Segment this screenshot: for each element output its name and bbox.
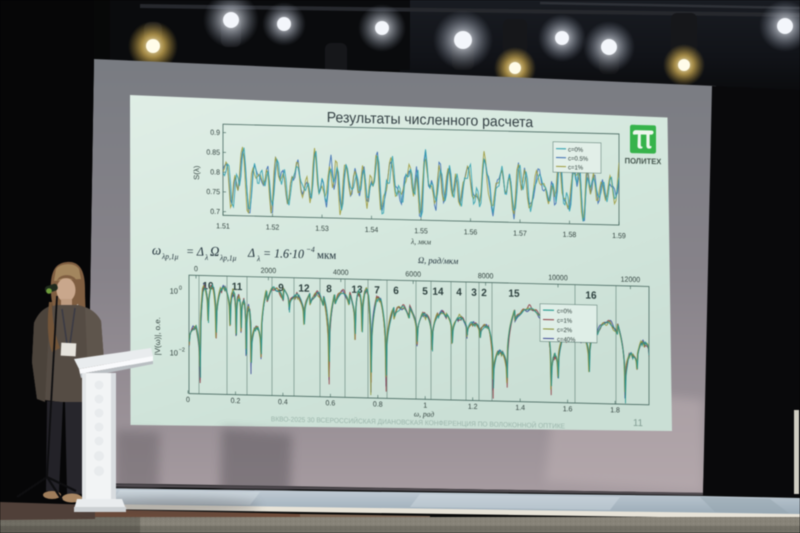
svg-text:12000: 12000 [621, 275, 640, 284]
svg-text:c=1%: c=1% [557, 317, 573, 325]
svg-text:S(λ): S(λ) [192, 165, 201, 180]
svg-text:λ: λ [256, 254, 261, 263]
svg-text:8000: 8000 [478, 272, 494, 281]
svg-text:2: 2 [481, 288, 487, 299]
svg-text:Δ: Δ [247, 245, 255, 260]
svg-text:Ω: Ω [210, 244, 220, 260]
svg-text:0.8: 0.8 [373, 400, 383, 408]
svg-text:10000: 10000 [548, 274, 567, 283]
svg-text:−4: −4 [306, 245, 315, 254]
svg-text:c=0%: c=0% [557, 308, 573, 316]
svg-text:10: 10 [202, 281, 213, 293]
svg-text:11: 11 [633, 418, 643, 429]
svg-text:1.6: 1.6 [563, 405, 573, 413]
svg-text:c=1%: c=1% [568, 164, 584, 172]
svg-text:2000: 2000 [261, 267, 277, 276]
svg-text:−2: −2 [179, 347, 185, 353]
svg-text:16: 16 [585, 290, 596, 302]
svg-text:1.56: 1.56 [464, 228, 478, 237]
svg-text:λ: λ [204, 253, 209, 262]
svg-text:0: 0 [186, 396, 190, 404]
svg-text:ω: ω [152, 242, 161, 258]
svg-text:1.53: 1.53 [315, 225, 329, 234]
svg-text:11: 11 [232, 282, 243, 294]
svg-text:8: 8 [326, 284, 332, 295]
svg-text:10: 10 [170, 286, 178, 295]
svg-text:λp,1μ: λp,1μ [161, 252, 178, 262]
svg-text:0.4: 0.4 [278, 398, 288, 406]
svg-text:0.6: 0.6 [326, 399, 336, 407]
svg-text:ω, рад: ω, рад [414, 409, 434, 419]
svg-text:c=0%: c=0% [568, 146, 584, 154]
svg-text:10: 10 [170, 348, 178, 357]
svg-text:5: 5 [422, 286, 428, 297]
svg-text:c=2%: c=2% [557, 327, 573, 335]
svg-text:1.55: 1.55 [414, 227, 428, 236]
svg-text:= Δ: = Δ [186, 244, 204, 259]
svg-text:Результаты численного расчета: Результаты численного расчета [327, 110, 533, 131]
svg-text:c=0.5%: c=0.5% [568, 155, 589, 163]
svg-text:Ω, рад/мкм: Ω, рад/мкм [418, 255, 459, 266]
svg-text:мкм: мкм [317, 249, 336, 262]
svg-text:1.8: 1.8 [610, 406, 620, 414]
svg-text:λ, мкм: λ, мкм [410, 237, 431, 247]
svg-text:1.4: 1.4 [515, 404, 525, 412]
svg-text:3: 3 [471, 288, 477, 299]
svg-text:c=40%: c=40% [557, 336, 576, 344]
svg-text:1.54: 1.54 [365, 226, 379, 235]
svg-text:1.59: 1.59 [612, 232, 626, 241]
svg-text:4000: 4000 [333, 268, 349, 277]
svg-text:1.52: 1.52 [266, 223, 280, 232]
svg-text:0.8: 0.8 [210, 168, 220, 176]
svg-text:1.58: 1.58 [563, 231, 577, 240]
svg-text:12: 12 [298, 283, 309, 295]
svg-text:ПОЛИТЕХ: ПОЛИТЕХ [625, 156, 662, 166]
svg-text:0: 0 [179, 286, 182, 292]
svg-text:1.51: 1.51 [216, 222, 230, 231]
svg-text:λp,1μ: λp,1μ [219, 253, 236, 263]
svg-text:0.2: 0.2 [231, 397, 241, 405]
svg-text:15: 15 [508, 288, 519, 300]
svg-text:0.9: 0.9 [210, 129, 220, 137]
svg-text:6: 6 [393, 286, 399, 297]
svg-text:9: 9 [278, 283, 284, 294]
svg-text:0.85: 0.85 [206, 148, 220, 157]
svg-text:13: 13 [351, 285, 362, 297]
svg-text:0: 0 [194, 265, 198, 273]
svg-text:1.57: 1.57 [513, 229, 527, 238]
svg-text:1: 1 [423, 402, 427, 410]
svg-text:0.75: 0.75 [206, 188, 220, 197]
svg-text:0.7: 0.7 [210, 208, 220, 216]
svg-text:14: 14 [432, 287, 443, 299]
svg-text:|V(ω)|, о.е.: |V(ω)|, о.е. [153, 317, 162, 355]
svg-text:7: 7 [374, 285, 380, 296]
svg-text:= 1.6·10: = 1.6·10 [263, 246, 304, 261]
svg-text:4: 4 [456, 287, 462, 298]
svg-text:1.2: 1.2 [468, 403, 478, 411]
svg-text:6000: 6000 [405, 270, 421, 279]
